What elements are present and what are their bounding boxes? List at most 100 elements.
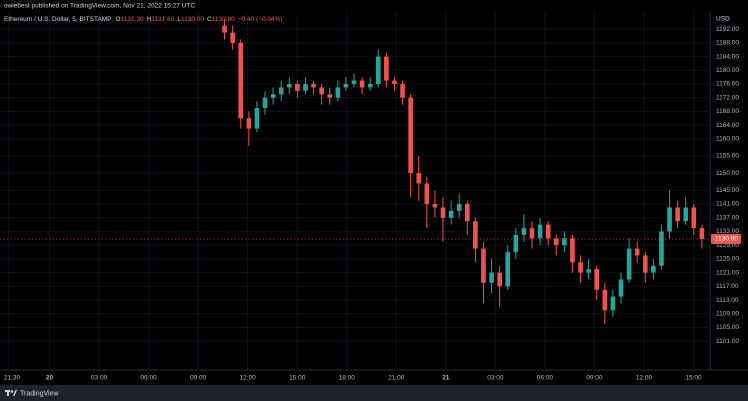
change-value: −0.40 (−0.04%) — [238, 16, 283, 23]
candle-body — [335, 87, 341, 98]
candle-body — [553, 238, 559, 246]
candle-body — [699, 228, 705, 240]
candle-body — [327, 94, 333, 98]
y-tick-label: 1160.00 — [716, 136, 739, 143]
candle-body — [651, 265, 656, 273]
ohlc-key: H — [147, 16, 152, 23]
y-tick-label: 1129.00 — [716, 242, 739, 249]
candle-body — [659, 231, 664, 266]
symbol-name: Ethereum / U.S. Dollar, 5, BITSTAMP — [4, 16, 112, 23]
candle-body — [400, 84, 405, 98]
y-tick-label: 1105.00 — [716, 324, 739, 331]
y-tick-label: 1117.00 — [716, 283, 739, 290]
y-tick-label: 1188.00 — [716, 40, 739, 47]
x-tick-label: 18:00 — [339, 375, 356, 382]
x-tick-label: 06:00 — [140, 375, 157, 382]
candle-body — [667, 207, 672, 232]
candle-body — [602, 289, 608, 311]
y-tick-label: 1109.00 — [716, 310, 739, 317]
x-tick-label: 21:00 — [388, 375, 405, 382]
tradingview-logo — [5, 390, 17, 396]
x-tick-label: 03:00 — [487, 375, 504, 382]
y-tick-label: 1113.00 — [716, 297, 739, 304]
x-tick-label: 03:00 — [91, 375, 108, 382]
ohlc-key: C — [207, 16, 212, 23]
x-tick-label: 21:30 — [4, 375, 21, 382]
candle-body — [432, 204, 438, 208]
candle-body — [537, 224, 543, 239]
candle-body — [691, 207, 697, 229]
candle-body — [254, 108, 260, 129]
candle-body — [351, 80, 357, 85]
y-tick-label: 1180.00 — [716, 67, 739, 74]
candle-body — [359, 80, 365, 88]
y-tick-label: 1168.00 — [716, 108, 739, 115]
y-tick-label: 1184.00 — [716, 53, 739, 60]
ohlc-key: O — [116, 16, 121, 23]
candle-body — [529, 228, 535, 239]
candle-body — [578, 262, 583, 273]
y-tick-label: 1176.00 — [716, 81, 739, 88]
candle-body — [392, 80, 397, 85]
candle-body — [473, 221, 478, 249]
publisher-header: owlebest published on TradingView.com, N… — [4, 3, 195, 10]
y-tick-label: 1133.00 — [716, 228, 739, 235]
candle-body — [375, 56, 381, 85]
ohlc-value: 1130.00 — [181, 16, 204, 23]
candle-body — [448, 210, 454, 218]
candle-body — [286, 84, 292, 88]
candle-body — [416, 173, 422, 184]
ohlc-key: L — [177, 16, 181, 23]
candle-body — [440, 207, 446, 218]
candle-body — [497, 272, 502, 287]
candle-body — [311, 84, 316, 88]
candle-body — [424, 183, 430, 205]
x-tick-label: 15:00 — [289, 375, 306, 382]
currency-label: USD — [716, 16, 730, 23]
x-tick-label: 12:00 — [240, 375, 257, 382]
footer-brand: TradingView — [20, 390, 59, 397]
candle-body — [464, 204, 470, 222]
x-tick-label: 21 — [442, 375, 450, 382]
candle-body — [521, 228, 527, 235]
x-tick-label: 09:00 — [586, 375, 603, 382]
candle-body — [683, 207, 689, 222]
candle-body — [642, 255, 648, 273]
last-price-badge — [711, 234, 741, 245]
footer-bar — [0, 385, 748, 401]
y-tick-label: 1192.00 — [716, 26, 739, 33]
candle-body — [246, 118, 252, 129]
ohlc-value: 1131.30 — [121, 16, 144, 23]
ohlc-value: 1130.80 — [212, 16, 235, 23]
y-tick-label: 1150.00 — [716, 170, 739, 177]
candle-body — [262, 97, 268, 109]
y-tick-label: 1172.00 — [716, 94, 739, 101]
candle-body — [384, 56, 389, 81]
y-tick-label: 1164.00 — [716, 122, 739, 129]
candle-body — [367, 84, 373, 88]
candle-body — [270, 94, 276, 98]
y-tick-label: 1101.00 — [716, 338, 739, 345]
y-tick-label: 1137.00 — [716, 214, 739, 221]
candle-body — [594, 269, 600, 290]
last-price-label: 1130.80 — [715, 236, 738, 243]
candle-body — [319, 87, 324, 95]
y-tick-label: 1141.00 — [716, 201, 739, 208]
candle-body — [562, 238, 567, 246]
x-tick-label: 06:00 — [537, 375, 554, 382]
candle-body — [481, 248, 486, 283]
y-tick-label: 1145.00 — [716, 187, 739, 194]
candle-body — [634, 248, 640, 256]
legend: Ethereum / U.S. Dollar, 5, BITSTAMP O1131… — [4, 16, 283, 23]
candle-body — [456, 204, 462, 211]
candle-body — [278, 87, 284, 95]
y-tick-label: 1121.00 — [716, 269, 739, 276]
x-tick-label: 09:00 — [190, 375, 207, 382]
candle-body — [618, 279, 624, 297]
candle-body — [610, 296, 616, 311]
candle-body — [675, 207, 680, 222]
candle-body — [222, 25, 227, 33]
x-tick-label: 20 — [46, 375, 54, 382]
